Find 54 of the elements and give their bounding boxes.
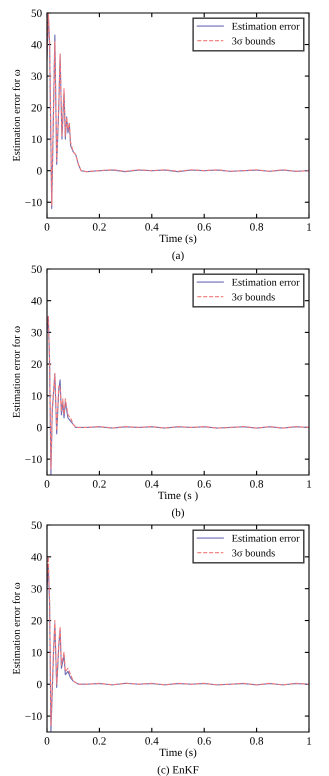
y-tick-label: 50 bbox=[32, 9, 42, 17]
y-tick-label: 40 bbox=[31, 297, 42, 305]
y-tick-label: 0 bbox=[37, 424, 42, 432]
y-tick-label: 50 bbox=[32, 521, 42, 529]
y-tick-label: 40 bbox=[31, 41, 42, 49]
text: (c) EnKF bbox=[158, 766, 198, 776]
x-tick-label: 0.8 bbox=[250, 737, 264, 745]
x-tick-label: 0.2 bbox=[92, 480, 106, 488]
x-tick-label: 0 bbox=[44, 737, 50, 745]
x-tick-label: 0.8 bbox=[250, 480, 264, 488]
y-tick-label: 40 bbox=[31, 553, 42, 561]
x-axis-title: Time (s ) bbox=[158, 491, 198, 502]
y-tick-label: 10 bbox=[32, 392, 42, 400]
y-tick-label: −10 bbox=[25, 712, 42, 720]
x-tick-label: 0 bbox=[44, 223, 50, 231]
legend-label: Estimation error bbox=[232, 534, 300, 542]
x-axis-title: Time (s) bbox=[159, 234, 196, 244]
x-tick-label: 1 bbox=[307, 737, 312, 745]
x-tick-label: 1 bbox=[307, 480, 312, 488]
y-tick-label: 20 bbox=[32, 617, 42, 625]
text: (a) bbox=[172, 251, 184, 262]
legend-label: 3σ bounds bbox=[232, 293, 275, 300]
y-axis-title: Estimation error for ω bbox=[12, 70, 20, 162]
x-tick-label: 0.4 bbox=[145, 480, 159, 488]
x-axis-title: Time (s) bbox=[159, 748, 196, 758]
y-axis-title: Estimation error for ω bbox=[12, 582, 20, 674]
y-tick-label: 30 bbox=[32, 328, 42, 336]
x-tick-label: 0.6 bbox=[198, 737, 211, 745]
y-tick-label: 10 bbox=[32, 648, 42, 656]
legend-label: Estimation error bbox=[232, 278, 300, 286]
text: (b) bbox=[172, 508, 184, 519]
x-tick-label: 0.6 bbox=[198, 223, 211, 231]
x-tick-label: 0.8 bbox=[250, 223, 264, 231]
y-tick-label: 0 bbox=[37, 680, 42, 688]
y-tick-label: 50 bbox=[32, 265, 42, 273]
x-tick-label: 0.4 bbox=[145, 223, 159, 231]
legend-label: 3σ bounds bbox=[232, 37, 275, 44]
y-axis-title: Estimation error for ω bbox=[12, 326, 20, 418]
legend-label: 3σ bounds bbox=[232, 549, 275, 556]
x-tick-label: 0 bbox=[44, 480, 50, 488]
y-tick-label: 20 bbox=[32, 104, 42, 112]
y-tick-label: 30 bbox=[32, 72, 42, 80]
x-tick-label: 0.2 bbox=[92, 737, 106, 745]
y-tick-label: 30 bbox=[32, 585, 42, 593]
x-tick-label: 1 bbox=[307, 223, 312, 231]
y-tick-label: 20 bbox=[32, 360, 42, 368]
y-tick-label: −10 bbox=[25, 198, 42, 206]
x-tick-label: 0.6 bbox=[198, 480, 211, 488]
y-tick-label: −10 bbox=[25, 456, 42, 464]
y-tick-label: 0 bbox=[37, 167, 42, 175]
x-tick-label: 0.4 bbox=[145, 737, 159, 745]
legend-label: Estimation error bbox=[232, 22, 300, 30]
y-tick-label: 10 bbox=[32, 136, 42, 144]
x-tick-label: 0.2 bbox=[92, 223, 106, 231]
